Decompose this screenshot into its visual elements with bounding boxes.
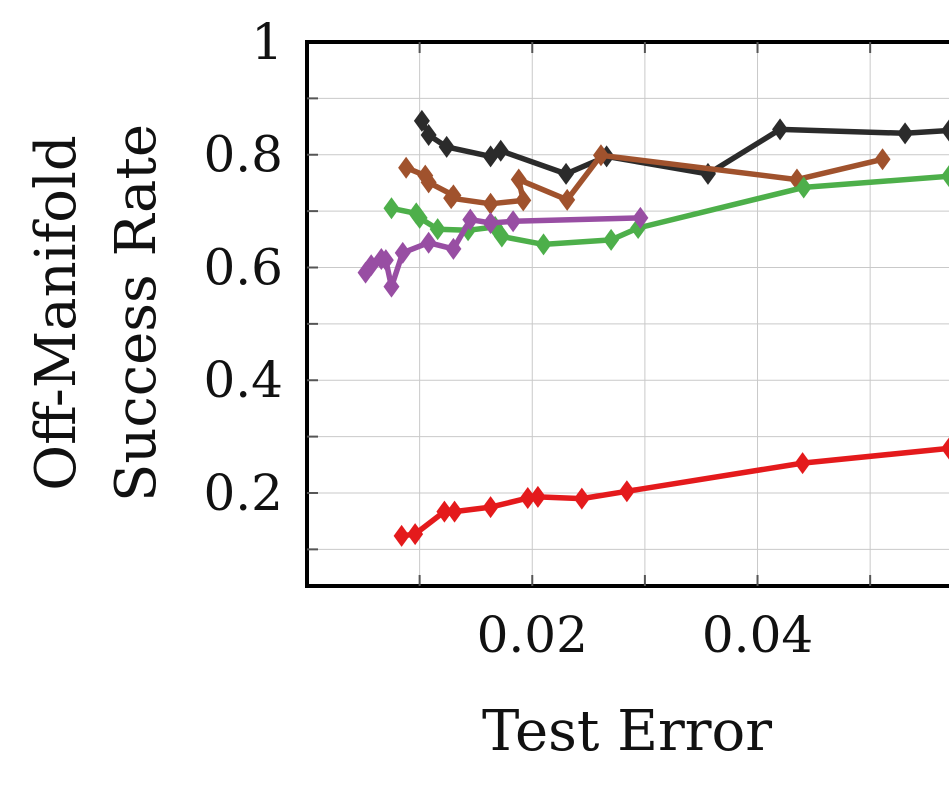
series-layer <box>358 110 949 547</box>
series-4-point <box>395 242 411 264</box>
series-5-point <box>795 452 811 474</box>
series-5-point <box>574 488 590 510</box>
y-tick-label: 0.8 <box>203 126 283 184</box>
y-axis-label-line-1: Off-Manifold <box>24 135 89 491</box>
series-2-point <box>875 148 891 170</box>
series-1-point <box>941 120 949 142</box>
series-4-point <box>505 210 521 232</box>
series-2-point <box>398 157 414 179</box>
y-tick-label: 0.4 <box>203 351 283 409</box>
axes-frame <box>307 42 949 586</box>
series-5-line <box>402 448 949 535</box>
series-5-point <box>941 437 949 459</box>
series-2-point <box>515 189 531 211</box>
series-3-point <box>536 233 552 255</box>
series-2-line <box>406 155 882 204</box>
y-tick-label: 0.2 <box>203 464 283 522</box>
x-tick-label: 0.04 <box>702 606 813 664</box>
x-tick-label: 0.02 <box>477 606 588 664</box>
series-1-point <box>897 122 913 144</box>
series-3-point <box>603 229 619 251</box>
y-axis-label-line-2: Success Rate <box>104 124 169 502</box>
series-4-point <box>383 276 399 298</box>
series-3-point <box>941 165 949 187</box>
series-5-point <box>447 501 463 523</box>
series-2-point <box>511 169 527 191</box>
series-5-point <box>483 496 499 518</box>
plot-frame <box>307 42 949 586</box>
series-1-point <box>558 163 574 185</box>
series-1-point <box>772 118 788 140</box>
x-axis-label: Test Error <box>482 699 772 764</box>
tick-labels: 0.02 0.04 0.2 0.4 0.6 0.8 1 <box>203 13 813 664</box>
y-tick-label: 1 <box>251 13 283 71</box>
series-5-point <box>394 525 410 547</box>
series-3-line <box>392 176 949 244</box>
grid-lines <box>307 42 949 586</box>
series-3-point <box>383 197 399 219</box>
series-5-point <box>619 480 635 502</box>
y-axis-label: Off-Manifold Success Rate <box>24 124 169 502</box>
y-tick-label: 0.6 <box>203 238 283 296</box>
